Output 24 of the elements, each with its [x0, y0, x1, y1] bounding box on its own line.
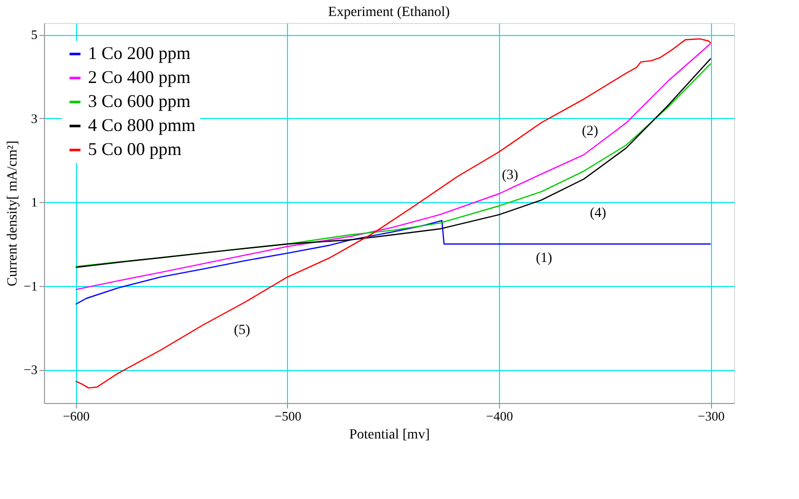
y-tick-label: −3: [24, 362, 38, 378]
annotation: (1): [536, 251, 552, 266]
legend-label: 3 Co 600 ppm: [88, 91, 191, 111]
annotation: (4): [590, 206, 606, 221]
line-series: [75, 220, 712, 305]
annotation: (3): [502, 168, 518, 183]
annotation: (5): [234, 323, 250, 338]
y-axis-title: Current density[ mA/cm²]: [6, 140, 21, 286]
y-tick-label: 5: [31, 27, 38, 42]
x-axis-title: Potential [mv]: [349, 428, 430, 442]
chart-title: Experiment (Ethanol): [328, 5, 450, 20]
legend-label: 5 Co 00 ppm: [88, 139, 182, 159]
legend-label: 2 Co 400 ppm: [88, 67, 191, 87]
y-tick-label: 1: [31, 194, 38, 210]
annotation: (2): [582, 124, 598, 139]
legend-label: 1 Co 200 ppm: [88, 43, 191, 63]
x-tick-label: −400: [486, 408, 513, 424]
x-tick-label: −600: [62, 408, 90, 424]
x-tick-label: −300: [698, 408, 725, 424]
y-tick-label: 3: [31, 110, 38, 126]
legend-label: 4 Co 800 pmm: [88, 115, 196, 135]
y-tick-label: −1: [24, 278, 38, 294]
x-tick-label: −500: [274, 408, 302, 424]
line-series: [75, 38, 712, 389]
